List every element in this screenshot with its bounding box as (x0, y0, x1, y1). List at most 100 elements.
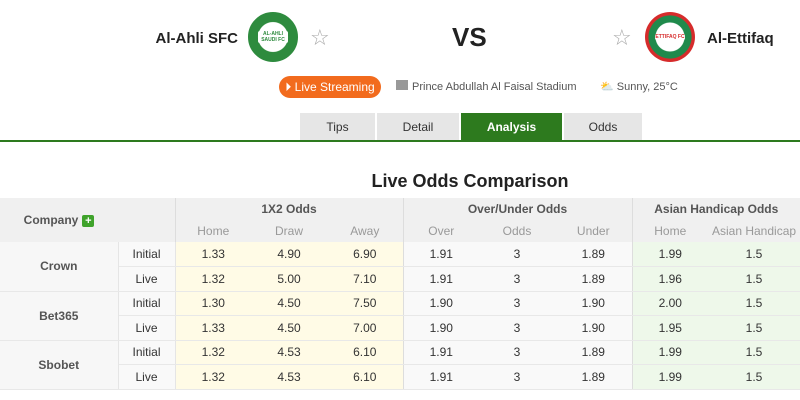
weather-info: ⛅ Sunny, 25°C (600, 80, 678, 93)
odds-table: Company + 1X2 Odds Over/Under Odds Asian … (0, 198, 800, 390)
odds-cell[interactable]: 1.90 (402, 315, 480, 341)
tab-analysis[interactable]: Analysis (461, 113, 562, 141)
odds-cell[interactable]: 1.5 (708, 315, 800, 341)
odds-cell[interactable]: 1.32 (175, 266, 251, 292)
odds-cell[interactable]: 1.30 (175, 291, 251, 316)
away-team-logo: ETTIFAQ FC (645, 12, 695, 62)
tab-divider (0, 140, 800, 142)
odds-cell[interactable]: 7.00 (327, 315, 404, 341)
table-row: Bet365 Initial 1.30 4.50 7.50 1.90 3 1.90 2.00 1.… (0, 291, 800, 341)
odds-cell[interactable]: 3 (479, 315, 556, 341)
odds-cell[interactable]: 4.53 (251, 364, 327, 390)
tab-odds[interactable]: Odds (564, 113, 642, 141)
odds-cell[interactable]: 6.90 (327, 242, 404, 267)
subheader: Home (175, 220, 251, 242)
odds-cell[interactable]: 1.89 (555, 242, 633, 267)
odds-cell[interactable]: 6.10 (327, 340, 404, 365)
odds-cell[interactable]: 1.89 (555, 364, 633, 390)
company-name[interactable]: Sbobet (0, 340, 119, 390)
odds-cell[interactable]: 1.99 (631, 242, 709, 267)
odds-cell[interactable]: 1.90 (555, 315, 633, 341)
odds-cell[interactable]: 1.89 (555, 340, 633, 365)
odds-cell[interactable]: 1.99 (631, 340, 709, 365)
table-row: Crown Initial 1.33 4.90 6.90 1.91 3 1.89 1.99 1.5 (0, 242, 800, 292)
odds-cell[interactable]: 1.32 (175, 364, 251, 390)
subheader: Away (327, 220, 404, 242)
subheader: Odds (479, 220, 556, 242)
table-row: Sbobet Initial 1.32 4.53 6.10 1.91 3 1.89 1.99 1.… (0, 340, 800, 390)
odds-cell[interactable]: 3 (479, 242, 556, 267)
vs-label: VS (452, 22, 487, 52)
odds-cell[interactable]: 1.5 (708, 266, 800, 292)
tab-tips[interactable]: Tips (300, 113, 375, 141)
odds-cell[interactable]: 4.50 (251, 315, 327, 341)
company-header: Company + (0, 198, 118, 242)
odds-cell[interactable]: 1.99 (631, 364, 709, 390)
odds-cell[interactable]: 3 (479, 340, 556, 365)
odds-cell[interactable]: 6.10 (327, 364, 404, 390)
play-icon: ⏵ (285, 80, 292, 94)
odds-cell[interactable]: 1.95 (631, 315, 709, 341)
odds-cell[interactable]: 1.32 (175, 340, 251, 365)
live-label: Live Streaming (294, 80, 375, 94)
odds-type: Initial (118, 242, 176, 267)
table-row: Live 1.32 5.00 7.10 1.91 3 1.89 1.96 1.5 (0, 266, 800, 292)
odds-cell[interactable]: 1.5 (708, 242, 800, 267)
home-team-logo: AL-AHLI SAUDI FC (248, 12, 298, 62)
odds-cell[interactable]: 7.50 (327, 291, 404, 316)
subheader: Under (555, 220, 633, 242)
odds-cell[interactable]: 4.50 (251, 291, 327, 316)
odds-cell[interactable]: 1.5 (708, 340, 800, 365)
odds-cell[interactable]: 1.5 (708, 364, 800, 390)
odds-cell[interactable]: 7.10 (327, 266, 404, 292)
odds-cell[interactable]: 1.91 (402, 364, 480, 390)
subheader: Over (402, 220, 480, 242)
odds-cell[interactable]: 1.90 (402, 291, 480, 316)
odds-cell[interactable]: 2.00 (631, 291, 709, 316)
favorite-star-icon[interactable]: ☆ (310, 25, 330, 50)
weather-text: Sunny, 25°C (616, 81, 678, 93)
odds-cell[interactable]: 3 (479, 266, 556, 292)
odds-cell[interactable]: 1.91 (402, 242, 480, 267)
group-header: Asian Handicap Odds (631, 198, 800, 220)
company-name[interactable]: Bet365 (0, 291, 119, 341)
subheader: Draw (251, 220, 327, 242)
group-header: 1X2 Odds (175, 198, 404, 220)
odds-cell[interactable]: 5.00 (251, 266, 327, 292)
live-streaming-button[interactable]: ⏵ Live Streaming (279, 76, 381, 98)
odds-type: Live (118, 364, 176, 390)
company-name[interactable]: Crown (0, 242, 119, 292)
stadium-icon (396, 80, 408, 90)
subheader: Asian Handicap (708, 220, 800, 242)
odds-type: Live (118, 315, 176, 341)
odds-cell[interactable]: 1.5 (708, 291, 800, 316)
odds-cell[interactable]: 1.33 (175, 315, 251, 341)
odds-cell[interactable]: 1.89 (555, 266, 633, 292)
stadium-info: Prince Abdullah Al Faisal Stadium (396, 80, 576, 93)
odds-cell[interactable]: 3 (479, 291, 556, 316)
odds-cell[interactable]: 1.33 (175, 242, 251, 267)
stadium-name: Prince Abdullah Al Faisal Stadium (412, 81, 577, 93)
odds-type: Initial (118, 340, 176, 365)
table-row: Live 1.33 4.50 7.00 1.90 3 1.90 1.95 1.5 (0, 315, 800, 341)
odds-cell[interactable]: 3 (479, 364, 556, 390)
away-team-name[interactable]: Al-Ettifaq (707, 30, 774, 47)
odds-cell[interactable]: 1.91 (402, 340, 480, 365)
tab-detail[interactable]: Detail (377, 113, 459, 141)
odds-cell[interactable]: 4.90 (251, 242, 327, 267)
add-company-icon[interactable]: + (82, 214, 95, 227)
group-header: Over/Under Odds (402, 198, 633, 220)
weather-icon: ⛅ (600, 81, 614, 93)
odds-cell[interactable]: 4.53 (251, 340, 327, 365)
odds-cell[interactable]: 1.90 (555, 291, 633, 316)
table-row: Live 1.32 4.53 6.10 1.91 3 1.89 1.99 1.5 (0, 364, 800, 390)
odds-type: Live (118, 266, 176, 292)
home-logo-text: AL-AHLI SAUDI FC (258, 31, 288, 43)
odds-type: Initial (118, 291, 176, 316)
away-logo-text: ETTIFAQ FC (655, 34, 685, 40)
section-title: Live Odds Comparison (371, 171, 569, 191)
odds-cell[interactable]: 1.96 (631, 266, 709, 292)
odds-cell[interactable]: 1.91 (402, 266, 480, 292)
favorite-star-icon[interactable]: ☆ (612, 25, 632, 50)
home-team-name[interactable]: Al-Ahli SFC (155, 30, 239, 47)
